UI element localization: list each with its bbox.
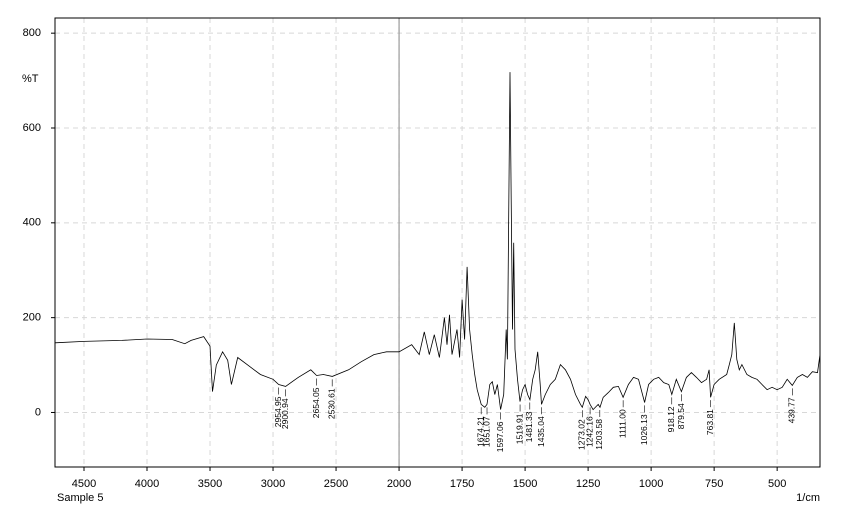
x-tick-label: 1000 (639, 478, 663, 490)
peak-label: 1203.58 (594, 419, 604, 450)
y-tick-label: 600 (23, 122, 41, 134)
peak-label: 1481.33 (524, 411, 534, 442)
y-tick-label: 800 (23, 27, 41, 39)
peak-label: 2900.94 (280, 398, 290, 429)
x-tick-label: 3500 (198, 478, 222, 490)
x-tick-label: 1750 (450, 478, 474, 490)
peak-label: 1519.91 (514, 413, 524, 444)
peak-label: 2530.61 (326, 388, 336, 419)
peak-label: 1273.02 (577, 419, 587, 450)
peak-label: 2954.95 (273, 396, 283, 427)
spectrum-line (54, 72, 821, 411)
peak-label: 1674.21 (475, 416, 485, 447)
peak-label: 1435.04 (536, 416, 546, 447)
x-tick-label: 4000 (135, 478, 159, 490)
y-axis-label: %T (22, 73, 39, 85)
peak-label: 1111.00 (617, 409, 627, 438)
peak-label: 879.54 (676, 403, 686, 429)
plot-frame (54, 17, 821, 468)
x-tick-label: 2000 (387, 478, 411, 490)
x-tick-label: 1250 (576, 478, 600, 490)
peak-label: 1026.13 (639, 414, 649, 445)
x-tick-label: 4500 (72, 478, 96, 490)
x-tick-label: 500 (768, 478, 786, 490)
peak-label: 1651.07 (481, 416, 491, 447)
sample-label: Sample 5 (57, 492, 103, 504)
peak-label: 1242.16 (584, 416, 594, 447)
peak-label: 918.12 (666, 406, 676, 432)
y-tick-label: 200 (23, 312, 41, 324)
peak-label: 1597.06 (495, 421, 505, 452)
y-tick-label: 400 (23, 217, 41, 229)
peak-label: 2654.05 (311, 387, 321, 418)
peak-label: 439.77 (787, 397, 797, 423)
y-tick-label: 0 (35, 406, 41, 418)
peak-label: 763.81 (705, 409, 715, 435)
x-unit-label: 1/cm (796, 492, 820, 504)
x-tick-label: 1500 (513, 478, 537, 490)
x-tick-label: 2500 (324, 478, 348, 490)
x-tick-label: 3000 (261, 478, 285, 490)
x-tick-label: 750 (705, 478, 723, 490)
